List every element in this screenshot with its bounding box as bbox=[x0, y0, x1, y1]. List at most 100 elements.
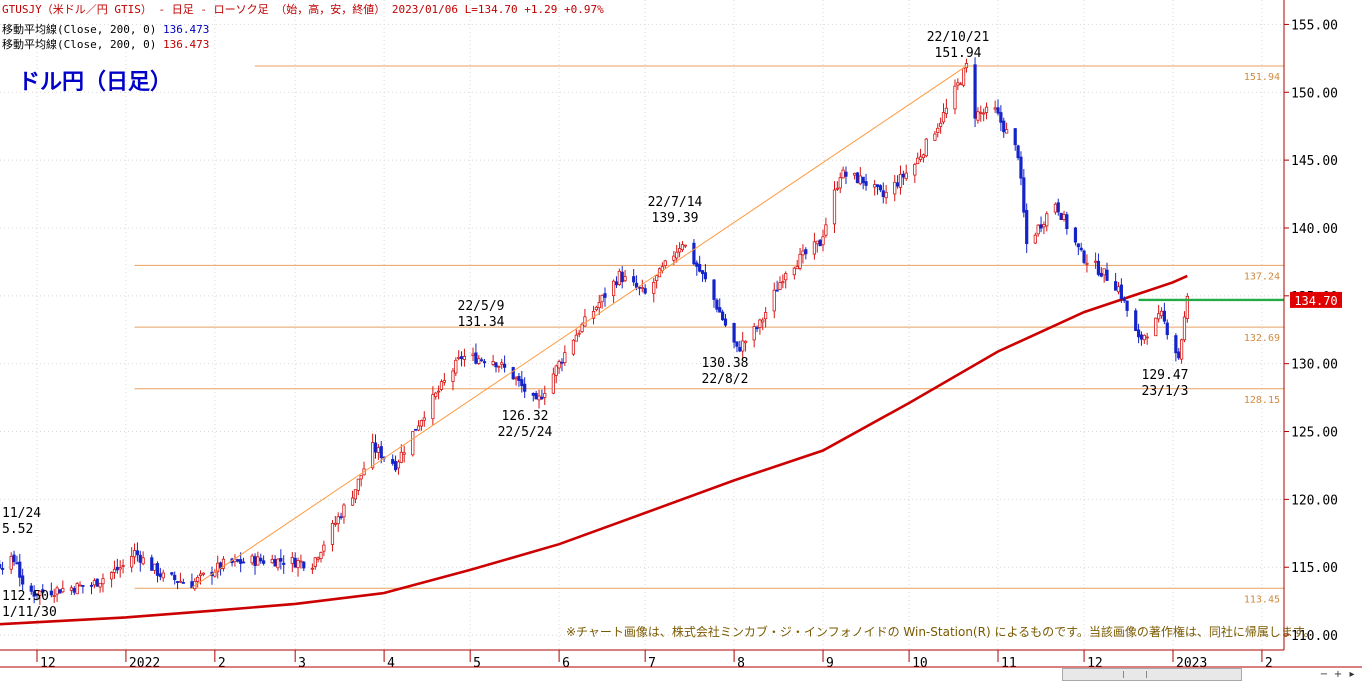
candle-body bbox=[941, 112, 946, 123]
candle-body bbox=[563, 352, 567, 364]
candle-body bbox=[818, 239, 822, 247]
candle-body bbox=[893, 181, 897, 195]
candle-body bbox=[55, 587, 59, 595]
candle-body bbox=[15, 562, 19, 565]
candle-body bbox=[632, 276, 636, 283]
candle-body bbox=[422, 417, 426, 421]
candle-body bbox=[551, 373, 555, 394]
x-tick-label: 12 bbox=[40, 656, 56, 671]
candle-body bbox=[904, 172, 908, 180]
candle-body bbox=[21, 575, 25, 585]
annotation-2021-top-date: 11/24 bbox=[2, 506, 42, 521]
annotation-2021-low-date: 1/11/30 bbox=[2, 605, 57, 620]
x-tick-label: 7 bbox=[648, 656, 656, 671]
candle-body bbox=[502, 363, 507, 368]
candle-body bbox=[178, 580, 183, 583]
candle-body bbox=[132, 550, 137, 558]
candle-body bbox=[216, 562, 220, 573]
candle-body bbox=[319, 552, 323, 559]
candle-body bbox=[1019, 156, 1023, 179]
candle-body bbox=[0, 564, 2, 569]
candle-body bbox=[35, 593, 39, 596]
moving-average bbox=[0, 274, 1188, 626]
candle-body bbox=[864, 181, 868, 186]
candle-body bbox=[878, 185, 882, 191]
y-tick-label: 115.00 bbox=[1291, 561, 1338, 576]
candle-body bbox=[695, 262, 699, 267]
candle-body bbox=[1114, 281, 1118, 291]
candle-body bbox=[1099, 272, 1103, 277]
candle-body bbox=[1174, 335, 1178, 354]
candle-body bbox=[761, 319, 765, 323]
candle-body bbox=[640, 287, 644, 289]
candle-body bbox=[700, 270, 705, 274]
candle-body bbox=[500, 362, 504, 365]
candle-body bbox=[1154, 317, 1158, 337]
candle-body bbox=[1082, 250, 1086, 263]
candle-body bbox=[115, 566, 119, 571]
candle-body bbox=[1059, 212, 1063, 220]
zoom-in-icon[interactable]: + bbox=[1333, 669, 1343, 680]
candle-body bbox=[1165, 322, 1169, 336]
candle-body bbox=[29, 585, 33, 592]
candle-body bbox=[643, 288, 647, 294]
chart-scrollbar[interactable] bbox=[1062, 668, 1242, 681]
candle-body bbox=[617, 270, 621, 285]
candle-body bbox=[764, 312, 768, 320]
candle-body bbox=[170, 572, 174, 575]
candle-body bbox=[109, 572, 114, 580]
candle-body bbox=[282, 562, 286, 565]
candle-body bbox=[419, 420, 424, 427]
candle-body bbox=[497, 365, 501, 368]
scroll-right-icon[interactable]: ▸ bbox=[1349, 669, 1355, 680]
candle-body bbox=[270, 559, 274, 564]
candle-body bbox=[353, 489, 358, 500]
candle-body bbox=[273, 559, 277, 567]
zoom-out-icon[interactable]: − bbox=[1319, 669, 1329, 680]
annotation-oct-top-price: 151.94 bbox=[934, 46, 982, 61]
candle-body bbox=[293, 557, 297, 568]
annotation-2021-top: 11/24 5.52 bbox=[2, 506, 41, 538]
candle-body bbox=[612, 280, 616, 297]
candle-body bbox=[198, 573, 203, 576]
candle-body bbox=[721, 311, 725, 320]
x-tick-label: 8 bbox=[737, 656, 745, 671]
annotation-jul-top-price: 139.39 bbox=[651, 211, 699, 226]
candle-body bbox=[844, 171, 848, 177]
candle-body bbox=[477, 358, 481, 364]
candle-body bbox=[534, 392, 538, 400]
candle-body bbox=[964, 63, 969, 69]
candle-body bbox=[442, 380, 446, 383]
candle-body bbox=[959, 83, 963, 86]
annotation-may-top: 22/5/9 131.34 bbox=[448, 299, 514, 331]
candle-body bbox=[121, 564, 125, 567]
candle-body bbox=[12, 554, 16, 563]
candle-body bbox=[824, 224, 828, 236]
candle-body bbox=[342, 504, 346, 518]
candle-body bbox=[677, 248, 682, 253]
candle-body bbox=[190, 581, 194, 589]
candle-body bbox=[683, 244, 687, 247]
candle-body bbox=[680, 244, 685, 251]
annotation-aug-low-date: 22/8/2 bbox=[701, 372, 749, 387]
candle-body bbox=[1122, 299, 1126, 301]
candle-body bbox=[953, 85, 957, 110]
candle-body bbox=[758, 319, 762, 328]
candle-body bbox=[1085, 262, 1089, 265]
scrollbar-grip[interactable] bbox=[1123, 671, 1147, 678]
candle-body bbox=[371, 442, 375, 469]
candle-body bbox=[979, 111, 983, 114]
candle-body bbox=[881, 190, 885, 198]
candle-body bbox=[58, 589, 62, 594]
candle-body bbox=[350, 497, 355, 506]
candle-body bbox=[155, 563, 160, 576]
candle-body bbox=[517, 375, 521, 381]
ma1-label: 移動平均線(Close, 200, 0) bbox=[2, 23, 157, 36]
annotation-aug-low: 130.38 22/8/2 bbox=[690, 356, 760, 388]
candle-body bbox=[41, 589, 45, 593]
candle-body bbox=[434, 392, 438, 397]
last-price-tag-label: 134.70 bbox=[1294, 294, 1337, 308]
candle-body bbox=[72, 587, 76, 593]
candle-body bbox=[835, 187, 839, 190]
candle-body bbox=[296, 560, 300, 569]
